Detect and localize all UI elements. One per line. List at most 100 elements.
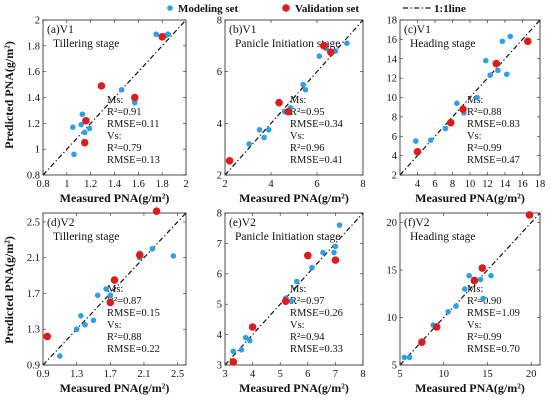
x-tick-label: 1 <box>64 179 69 190</box>
x-axis-title: Measured PNA(g/m²) <box>239 381 349 395</box>
validation-point <box>446 118 455 127</box>
y-tick-label: 8 <box>392 112 397 123</box>
y-tick-label: 18 <box>387 16 398 27</box>
x-tick-label: 1.7 <box>104 369 117 380</box>
modeling-point <box>466 272 472 279</box>
y-tick-label: 16 <box>387 35 398 46</box>
x-axis-title: Measured PNA(g/m²) <box>239 191 349 205</box>
one-to-one-line <box>224 19 364 176</box>
modeling-point <box>90 317 97 324</box>
panel-title: Panicle Initiation stage <box>235 231 340 243</box>
modeling-point <box>499 38 506 45</box>
stats-line: RMSE=0.26 <box>290 308 343 319</box>
x-tick-label: 1.3 <box>70 369 83 380</box>
stats-line: RMSE=0.11 <box>107 119 160 130</box>
validation-point <box>248 323 257 331</box>
panel-title: Tillering stage <box>53 231 119 243</box>
stats-line: Ms: <box>290 284 306 295</box>
panel-title: Panicle Initiation stage <box>235 38 340 50</box>
y-tick-label: 1.8 <box>27 41 40 52</box>
validation-point <box>478 264 487 272</box>
validation-point <box>225 156 234 165</box>
modeling-point <box>332 243 339 250</box>
validation-point <box>158 32 166 41</box>
x-tick-label: 5 <box>397 369 402 380</box>
modeling-point <box>442 125 449 132</box>
stats-line: Vs: <box>467 131 482 142</box>
panel-1: 0.8 1 1.2 1.4 1.6 1.8 2 0.8 1 1.2 1.4 1.6 1.8 2 (a)V1 T… <box>27 16 189 206</box>
validation-point <box>470 276 479 285</box>
modeling-point <box>165 31 171 38</box>
validation-point <box>275 98 283 107</box>
y-tick-label: 2 <box>35 16 40 27</box>
y-tick-label: 2.5 <box>27 217 40 228</box>
modeling-point <box>401 354 408 361</box>
panel-label: (c)V1 <box>404 24 431 36</box>
x-tick-label: 0.9 <box>36 369 49 380</box>
modeling-point <box>79 111 86 118</box>
x-tick-label: 1.8 <box>156 179 169 190</box>
validation-point <box>492 59 501 68</box>
y-tick-label: 1 <box>35 145 40 156</box>
one-to-one-line <box>399 19 541 176</box>
y-tick-label: 10 <box>387 93 398 104</box>
y-tick-label: 4 <box>392 151 398 162</box>
modeling-point <box>302 86 309 93</box>
y-tick-label: 2 <box>392 171 397 182</box>
stats-line: R²=0.88 <box>467 107 501 118</box>
stats-line: Vs: <box>290 131 305 142</box>
modeling-point <box>495 67 501 74</box>
plot-frame <box>42 212 187 366</box>
x-tick-label: 6 <box>314 179 319 190</box>
modeling-point <box>230 348 237 355</box>
x-tick-label: 8 <box>360 179 365 190</box>
stats-line: Ms: <box>290 95 306 106</box>
stats-line: R²=0.96 <box>290 143 324 154</box>
x-tick-label: 1.2 <box>84 179 97 190</box>
x-tick-label: 8 <box>360 369 365 380</box>
modeling-point <box>242 334 249 341</box>
modeling-point <box>149 245 156 252</box>
modeling-point <box>309 264 315 271</box>
stats-line: RMSE=1.09 <box>467 308 520 319</box>
stats-line: RMSE=0.22 <box>107 344 160 355</box>
panel-title: Heading stage <box>410 231 475 243</box>
validation-point <box>413 147 422 156</box>
validation-point <box>525 211 534 219</box>
y-tick-label: 12 <box>387 74 398 85</box>
y-tick-label: 1.6 <box>27 67 40 78</box>
modeling-point <box>406 354 413 361</box>
y-tick-label: 6 <box>217 67 222 78</box>
modeling-point <box>57 353 63 359</box>
panel-3: 4 6 8 10 12 14 16 1824681012141618(c)V1Heading … <box>387 16 546 206</box>
stats-line: Ms: <box>467 95 483 106</box>
modeling-point <box>153 31 160 38</box>
y-tick-label: 1.4 <box>27 93 41 104</box>
x-tick-label: 2 <box>183 179 188 190</box>
y-tick-label: 5 <box>217 300 222 311</box>
panel-label: (a)V1 <box>47 24 74 36</box>
stats-line: RMSE=0.13 <box>107 155 160 166</box>
validation-point <box>130 93 139 102</box>
modeling-point <box>86 125 93 132</box>
panel-4: 0.9 1.3 1.7 2.1 2.5 0.9 1.3 1.7 2.1 2.5 (d)V2 Tille… <box>27 207 187 395</box>
x-tick-label: 4 <box>268 179 274 190</box>
modeling-point <box>288 298 295 304</box>
validation-point <box>80 138 89 147</box>
validation-point <box>82 116 90 125</box>
validation-point <box>320 42 328 50</box>
stats-line: R²=0.90 <box>467 296 501 307</box>
y-tick-label: 7 <box>217 239 222 250</box>
modeling-point <box>103 286 109 292</box>
y-tick-label: 6 <box>392 132 397 143</box>
validation-point <box>152 207 161 216</box>
modeling-point <box>94 292 101 299</box>
modeling-point <box>118 86 125 93</box>
modeling-point <box>78 313 84 319</box>
modeling-point <box>412 138 419 144</box>
x-tick-label: 12 <box>482 179 493 190</box>
stats-line: RMSE=0.41 <box>290 155 343 166</box>
panel-2: 2 4 6 8 2 4 6 8 (b)V1 Panicle Initiation stage Ms:… <box>217 16 366 206</box>
